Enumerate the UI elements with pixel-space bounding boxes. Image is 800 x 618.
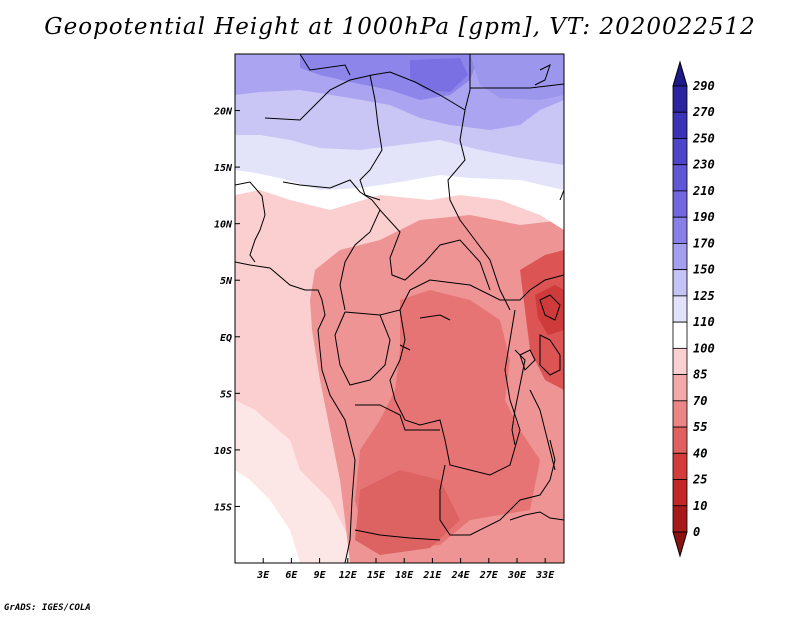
x-tick-label: 18E (395, 570, 414, 581)
x-tick-label: 3E (256, 570, 270, 581)
colorbar-swatch (672, 505, 688, 533)
map-frame (234, 53, 565, 564)
colorbar-label: 40 (693, 446, 707, 460)
colorbar-swatch (672, 243, 688, 271)
colorbar-label: 100 (693, 341, 715, 355)
colorbar-label: 125 (693, 289, 715, 303)
x-axis: 3E 6E 9E 12E 15E 18E 21E 24E 27E 30E 33E (256, 558, 555, 581)
x-tick-label: 12E (339, 570, 358, 581)
colorbar-label: 0 (693, 525, 700, 539)
colorbar-swatch (672, 374, 688, 402)
colorbar-swatch (672, 400, 688, 428)
colorbar: 2902702502302101901701501251101008570554… (672, 60, 715, 558)
field-shading (235, 54, 564, 563)
boundary-line (235, 181, 266, 263)
boundary-line (447, 109, 511, 311)
colorbar-label: 110 (693, 315, 715, 329)
colorbar-swatch (672, 216, 688, 244)
colorbar-swatch (672, 479, 688, 507)
boundary-line (299, 54, 351, 76)
boundary-line (529, 389, 556, 471)
y-tick-label: 15S (214, 502, 232, 513)
colorbar-label: 150 (693, 263, 715, 277)
boundaries (235, 54, 564, 563)
boundary-line (334, 311, 391, 386)
colorbar-label: 290 (692, 79, 715, 93)
y-tick-label: 10S (214, 446, 232, 457)
coastline (235, 261, 356, 563)
lake-shore (539, 334, 561, 376)
colorbar-swatch (672, 111, 688, 139)
x-tick-label: 15E (367, 570, 386, 581)
colorbar-label: 230 (692, 158, 715, 172)
colorbar-arrow-bottom (672, 531, 688, 558)
boundary-line (264, 54, 471, 121)
boundary-line (355, 404, 440, 431)
boundary-line (439, 439, 556, 536)
colorbar-label: 70 (693, 394, 707, 408)
colorbar-label: 25 (692, 473, 707, 487)
river (419, 314, 451, 321)
colorbar-label: 170 (693, 236, 715, 250)
boundary-line (379, 209, 491, 291)
colorbar-swatch (672, 452, 688, 480)
colorbar-swatch (672, 347, 688, 375)
x-tick-label: 21E (422, 570, 442, 581)
x-tick-label: 30E (507, 570, 527, 581)
colorbar-swatch (672, 164, 688, 192)
y-tick-label: 5S (220, 389, 232, 400)
coastline (534, 64, 551, 86)
coastline (559, 189, 564, 201)
deep-field-band (355, 470, 460, 555)
boundary-line (389, 309, 521, 476)
colorbar-label: 250 (692, 131, 715, 145)
white-field-band (235, 470, 300, 563)
colorbar-label: 10 (693, 499, 707, 513)
lake-shore (539, 294, 561, 321)
y-tick-label: 10N (214, 220, 233, 231)
x-tick-label: 24E (451, 570, 471, 581)
x-tick-label: 27E (479, 570, 499, 581)
colorbar-label: 85 (693, 368, 707, 382)
x-tick-label: 33E (535, 570, 555, 581)
deep-field-band (535, 285, 564, 335)
river (399, 344, 411, 351)
colorbar-label: 190 (693, 210, 715, 224)
colorbar-swatch (672, 426, 688, 454)
boundary-line (344, 274, 564, 316)
lake-shore (511, 349, 526, 446)
footer-credit: GrADS: IGES/COLA (4, 603, 91, 613)
deep-blue-field-band (410, 58, 468, 92)
colorbar-swatch (672, 190, 688, 218)
colorbar-swatch (672, 295, 688, 323)
boundary-line (354, 529, 441, 541)
chart-title: Geopotential Height at 1000hPa [gpm], VT… (44, 14, 756, 40)
x-tick-label: 9E (314, 570, 327, 581)
colorbar-arrow-top (672, 60, 688, 87)
colorbar-swatch (672, 269, 688, 297)
colorbar-label: 270 (692, 105, 715, 119)
lake-shore (519, 349, 536, 371)
colorbar-swatch (672, 321, 688, 349)
boundary-line (359, 74, 383, 201)
y-tick-label: EQ (220, 333, 232, 344)
y-tick-label: 5N (220, 276, 233, 287)
y-tick-label: 15N (214, 163, 233, 174)
y-axis: 20N 15N 10N 5N EQ 5S 10S 15S (213, 107, 240, 513)
y-tick-label: 20N (213, 107, 233, 118)
x-tick-label: 6E (285, 570, 298, 581)
colorbar-label: 55 (693, 420, 707, 434)
colorbar-swatch (672, 85, 688, 113)
colorbar-label: 210 (692, 184, 715, 198)
boundary-line (282, 179, 381, 311)
boundary-line (509, 511, 564, 521)
boundary-line (470, 83, 564, 89)
colorbar-swatch (672, 138, 688, 166)
